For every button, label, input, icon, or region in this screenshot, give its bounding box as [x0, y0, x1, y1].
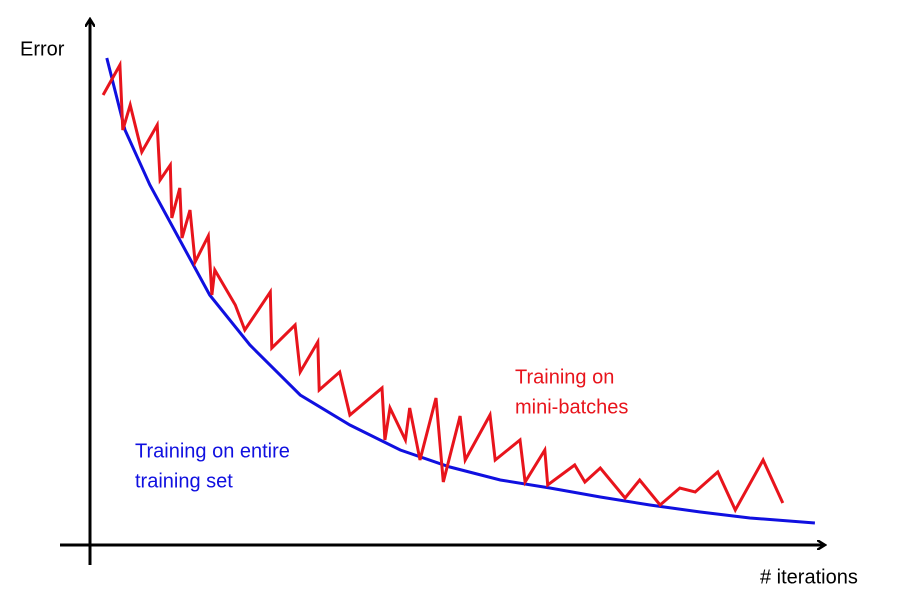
series-line — [101, 59, 785, 514]
series-label: mini-batches — [515, 396, 628, 418]
series-line — [105, 57, 816, 525]
x-axis-label: # iterations — [760, 566, 858, 588]
series-label: Training on entire — [135, 440, 290, 462]
y-axis-label: Error — [20, 38, 65, 60]
series-label: training set — [135, 470, 233, 492]
series-label: Training on — [515, 366, 614, 388]
